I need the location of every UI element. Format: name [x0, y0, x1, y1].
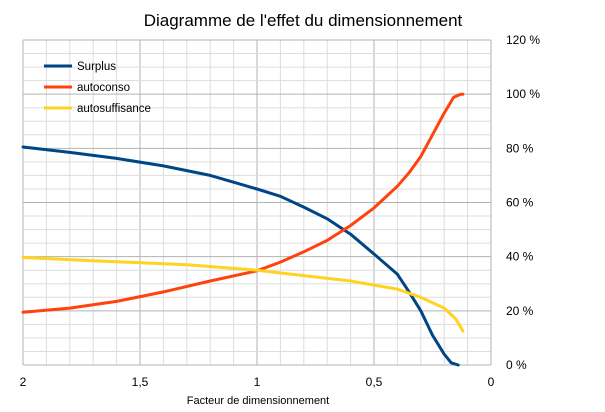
- chart-title: Diagramme de l'effet du dimensionnement: [144, 11, 463, 30]
- legend-label-autoconso: autoconso: [77, 82, 130, 94]
- y-tick-label: 0 %: [506, 358, 527, 372]
- x-tick-label: 0: [488, 375, 495, 389]
- series-line-autosuffisance: [21, 256, 465, 333]
- x-tick-label: 1,5: [132, 375, 149, 389]
- series-line-surplus: [21, 145, 460, 367]
- chart-axes: [23, 40, 492, 366]
- y-tick-label: 40 %: [506, 250, 534, 264]
- y-tick-label: 60 %: [506, 196, 534, 210]
- chart-legend: Surplus autoconso autosuffisance: [44, 61, 151, 115]
- y-tick-label: 20 %: [506, 304, 534, 318]
- chart-tick-labels: 2 1,5 1 0,5 0 0 % 20 % 40 % 60 % 80 % 100 % 120 %: [20, 33, 541, 389]
- chart-series: [21, 92, 465, 367]
- y-tick-label: 120 %: [506, 33, 540, 47]
- x-tick-label: 2: [20, 375, 27, 389]
- x-tick-label: 1: [254, 375, 261, 389]
- y-tick-label: 80 %: [506, 141, 534, 155]
- chart-grid: [22, 39, 492, 366]
- legend-label-autosuffisance: autosuffisance: [77, 103, 151, 115]
- x-axis-label: Facteur de dimensionnement: [187, 395, 329, 407]
- y-tick-label: 100 %: [506, 87, 540, 101]
- series-line-autoconso: [21, 92, 465, 314]
- x-tick-label: 0,5: [366, 375, 383, 389]
- legend-label-surplus: Surplus: [77, 61, 116, 73]
